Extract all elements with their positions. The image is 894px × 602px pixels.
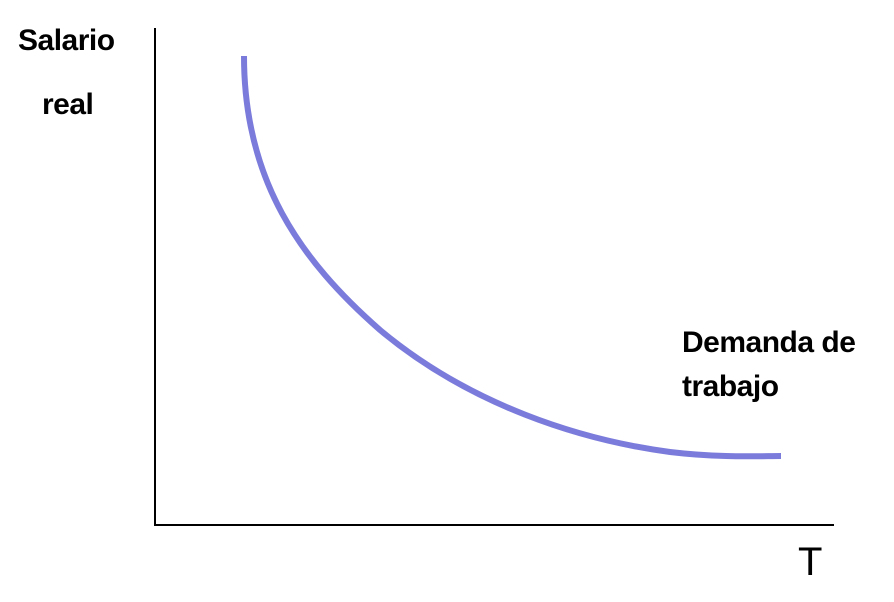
y-axis-label-line2: real — [42, 88, 94, 121]
labor-demand-curve — [241, 55, 782, 460]
curve-label-line1: Demanda de — [682, 326, 856, 359]
curve-label-line2: trabajo — [682, 370, 779, 403]
y-axis-label-line1: Salario — [18, 24, 115, 57]
x-axis-label: T — [798, 540, 823, 584]
